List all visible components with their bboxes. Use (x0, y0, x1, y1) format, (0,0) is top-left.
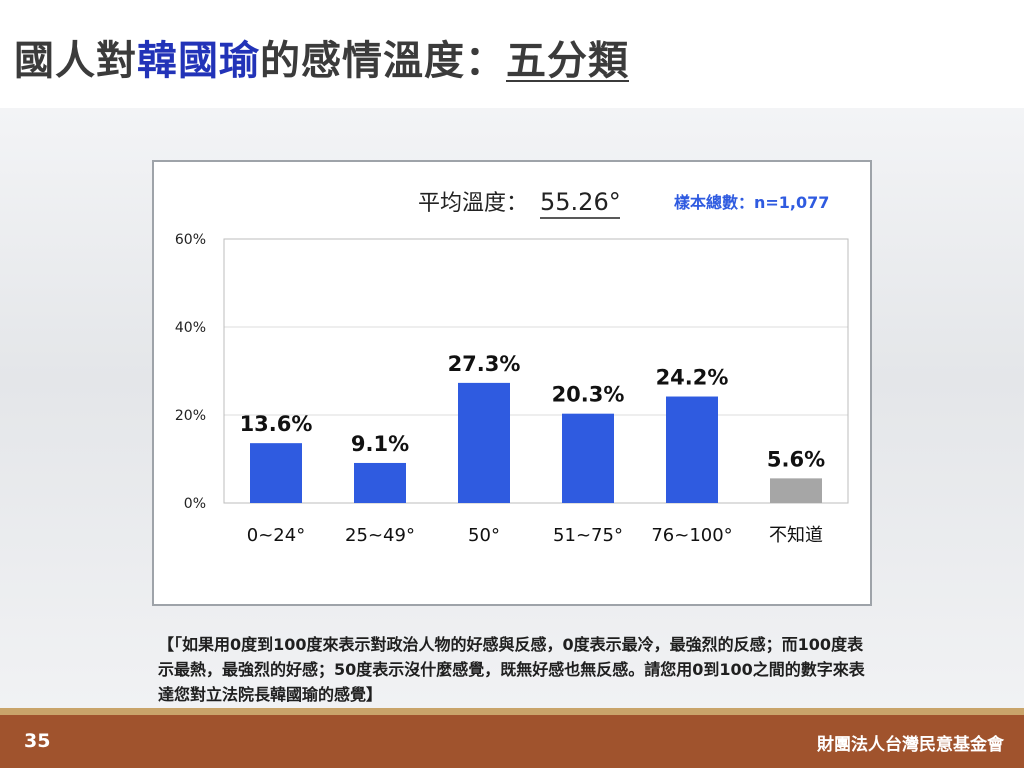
x-category-label: 76~100° (651, 525, 732, 546)
y-tick-label: 0% (184, 496, 206, 512)
title-prefix: 國人對 (14, 38, 137, 84)
bar (458, 382, 510, 503)
plot-border (223, 238, 849, 504)
bar (770, 478, 822, 503)
y-tick-label: 60% (175, 232, 206, 248)
title-category: 五分類 (506, 38, 629, 84)
sample-size-label: 樣本總數：n=1,077 (674, 193, 829, 212)
page-number: 35 (24, 730, 51, 752)
bars (250, 382, 822, 503)
x-category-label: 51~75° (553, 525, 623, 546)
bar-value-label: 13.6% (240, 412, 313, 436)
x-category-label: 0~24° (247, 525, 305, 546)
footer-bar (0, 715, 1024, 768)
bar (354, 462, 406, 503)
grid-lines (223, 238, 849, 504)
bar-value-label: 20.3% (552, 383, 625, 407)
bar (562, 413, 614, 503)
slide-title: 國人對韓國瑜的感情溫度：五分類 (14, 28, 629, 86)
y-axis-ticks: 0% 20% 40% 60% (175, 232, 206, 512)
y-tick-label: 20% (175, 408, 206, 424)
bar-chart: 平均溫度： 55.26° 樣本總數：n=1,077 0% 20% 40% 60% 13… (175, 188, 849, 546)
value-labels: 13.6% 9.1% 27.3% 20.3% 24.2% 5.6% (240, 352, 826, 471)
bar-value-label: 27.3% (448, 352, 521, 376)
x-category-label: 不知道 (769, 525, 823, 546)
bar (250, 443, 302, 503)
bar-value-label: 5.6% (767, 447, 825, 471)
chart-frame: 平均溫度： 55.26° 樣本總數：n=1,077 0% 20% 40% 60% 13… (152, 160, 872, 606)
title-middle: 的感情溫度： (260, 38, 506, 84)
question-note: 【「如果用0度到100度來表示對政治人物的好感與反感，0度表示最冷，最強烈的反感… (158, 635, 865, 704)
organization-name: 財團法人台灣民意基金會 (817, 735, 1004, 755)
x-category-label: 50° (468, 525, 500, 546)
category-labels: 0~24° 25~49° 50° 51~75° 76~100° 不知道 (247, 525, 823, 546)
average-value: 55.26° (540, 188, 621, 216)
title-name: 韓國瑜 (137, 38, 260, 84)
y-tick-label: 40% (175, 320, 206, 336)
bar-value-label: 9.1% (351, 432, 409, 456)
bar-value-label: 24.2% (656, 366, 729, 390)
bar (666, 396, 718, 503)
title-bar: 國人對韓國瑜的感情溫度：五分類 (0, 0, 1024, 108)
footer-accent (0, 708, 1024, 715)
average-label: 平均溫度： (418, 191, 528, 216)
x-category-label: 25~49° (345, 525, 415, 546)
